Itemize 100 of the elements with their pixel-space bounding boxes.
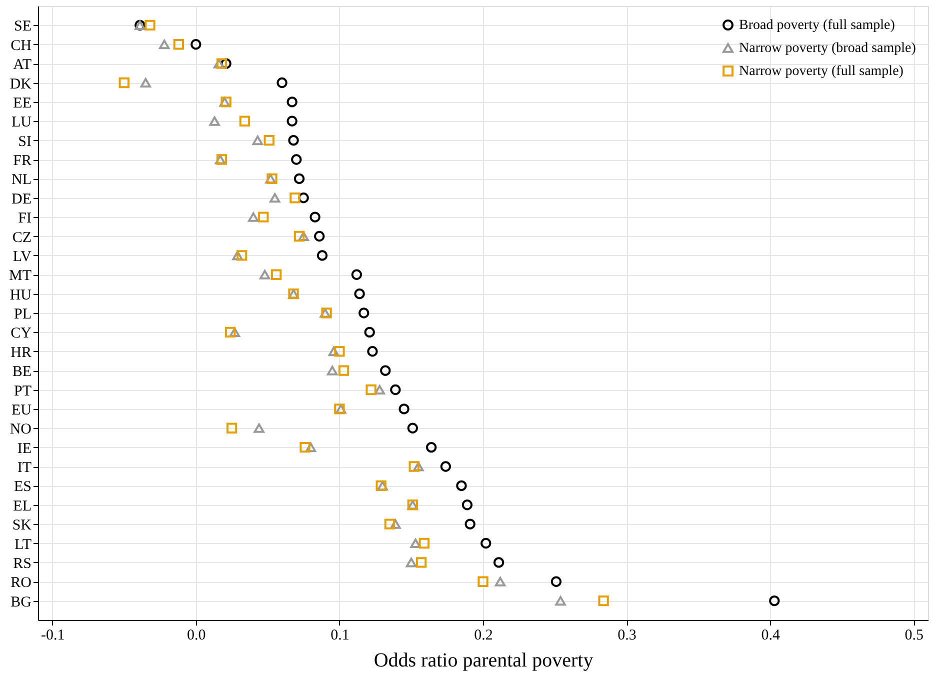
y-tick-label: HR [10,344,32,361]
point [276,77,288,88]
point [252,136,263,146]
point [408,461,420,472]
point [294,230,305,242]
point [232,250,243,260]
point [294,173,305,184]
point [236,250,248,261]
point [390,519,401,529]
point [456,480,467,492]
y-tick-label: IT [17,460,32,476]
point [118,77,130,88]
y-tick-label: PT [14,383,32,400]
y-tick-label: RS [13,556,32,572]
point [464,518,476,530]
point [270,193,280,203]
y-tick-label: CY [10,326,32,342]
point [314,230,325,242]
y-tick-label: CH [10,38,32,54]
point [173,39,184,50]
point [480,538,492,549]
point [380,365,391,376]
y-tick-label: NL [12,172,32,188]
point [229,327,240,337]
point [354,288,365,300]
point [225,326,236,338]
point [416,557,427,568]
point [310,212,320,222]
point [374,385,385,394]
point [190,39,202,50]
y-tick-label: LU [12,114,32,131]
point [494,576,506,586]
point [462,500,473,510]
y-tick-label: FI [18,210,32,227]
y-tick-label: RO [10,575,32,592]
point [550,576,562,587]
y-tick-label: SE [14,18,32,35]
point [555,596,566,606]
x-tick-label: 0.5 [904,628,924,644]
point [384,518,396,530]
point [367,346,378,357]
x-tick-label: 0.0 [187,628,206,644]
point [440,461,452,472]
point [426,442,437,453]
y-tick-label: CZ [12,230,32,246]
point [298,192,309,204]
point [418,538,430,549]
point [305,442,316,452]
point [769,595,780,606]
point [390,384,401,396]
point [478,576,488,587]
y-tick-label: DK [10,76,32,92]
legend-label: Narrow poverty (full sample) [739,64,904,79]
point [493,557,504,568]
point [214,58,224,68]
point [140,78,151,88]
x-tick-label: 0.4 [761,628,780,644]
point [598,595,609,606]
point [398,404,410,414]
point [226,422,238,434]
point [286,96,298,108]
point [338,365,350,376]
y-tick-label: BE [12,364,32,380]
y-tick-label: EE [13,95,32,112]
point [158,40,170,50]
y-tick-label: LV [12,248,32,265]
point [220,58,232,69]
point [291,154,302,165]
y-tick-label: HU [10,287,32,304]
point [358,308,370,318]
point [258,212,269,222]
point [286,116,298,126]
point [366,384,376,396]
y-tick-label: FR [13,153,32,169]
point [259,270,270,280]
y-tick-label: EU [12,402,32,418]
point [328,346,340,356]
y-tick-label: IE [17,440,32,457]
point [209,116,220,126]
point [298,232,309,241]
y-tick-label: EL [13,498,32,514]
point [239,116,250,126]
x-tick-label: 0.2 [474,628,493,644]
point [326,366,338,376]
y-tick-label: BG [10,594,32,610]
x-tick-label: 0.1 [330,628,350,644]
y-tick-label: AT [13,57,32,74]
point [406,558,417,568]
point [290,192,300,204]
point [413,462,424,472]
point [364,326,375,338]
y-tick-label: ES [14,479,32,496]
point [334,346,345,357]
y-tick-label: NO [10,422,32,438]
y-tick-label: LT [14,536,32,553]
point [248,212,259,222]
point [270,269,282,280]
y-tick-label: DE [12,191,32,208]
point [300,442,310,453]
y-tick-label: MT [9,268,32,284]
